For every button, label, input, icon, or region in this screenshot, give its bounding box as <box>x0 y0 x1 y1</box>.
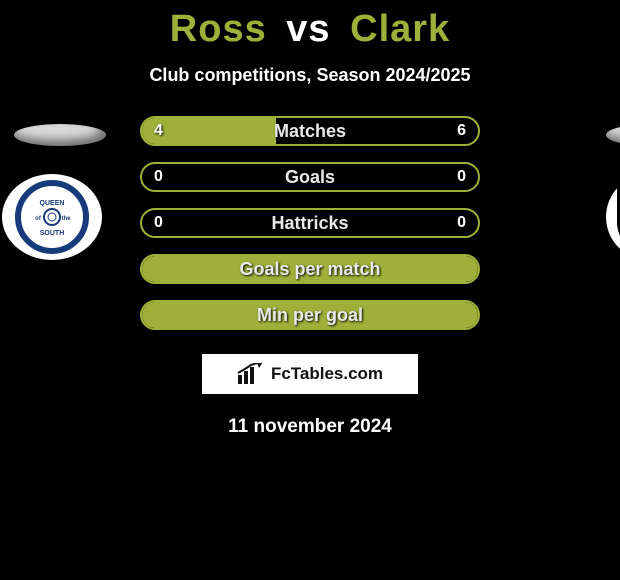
stat-bar: 46Matches <box>140 116 480 146</box>
stat-bar: Goals per match <box>140 254 480 284</box>
stat-bars: 46Matches 00Goals 00Hattricks Goals per mat… <box>140 116 480 330</box>
svg-text:of: of <box>35 216 42 222</box>
stat-bar: 00Hattricks <box>140 208 480 238</box>
subtitle: Club competitions, Season 2024/2025 <box>149 65 470 86</box>
chart-icon <box>237 363 263 385</box>
right-crest <box>606 174 620 260</box>
comparison-card: Ross vs Clark Club competitions, Season … <box>0 0 620 580</box>
stat-label: Goals <box>142 164 478 190</box>
page-title: Ross vs Clark <box>170 8 450 51</box>
left-player-col: QUEEN of the SOUTH <box>14 124 114 210</box>
fctables-watermark: FcTables.com <box>202 354 418 394</box>
right-nameplate <box>606 124 620 146</box>
player-right-name: Clark <box>350 8 450 50</box>
svg-text:QUEEN: QUEEN <box>40 200 65 207</box>
stat-bar: 00Goals <box>140 162 480 192</box>
stat-label: Goals per match <box>142 256 478 282</box>
title-vs: vs <box>286 8 330 50</box>
player-left-name: Ross <box>170 8 267 50</box>
fctables-text: FcTables.com <box>271 364 383 384</box>
date-text: 11 november 2024 <box>228 416 392 438</box>
stat-label: Min per goal <box>142 302 478 328</box>
svg-text:the: the <box>62 216 72 222</box>
svg-text:SOUTH: SOUTH <box>40 230 65 237</box>
left-nameplate <box>14 124 106 146</box>
stat-label: Matches <box>142 118 478 144</box>
queen-south-crest-icon: QUEEN of the SOUTH <box>15 180 89 254</box>
left-crest: QUEEN of the SOUTH <box>2 174 102 260</box>
stat-bar: Min per goal <box>140 300 480 330</box>
stat-label: Hattricks <box>142 210 478 236</box>
